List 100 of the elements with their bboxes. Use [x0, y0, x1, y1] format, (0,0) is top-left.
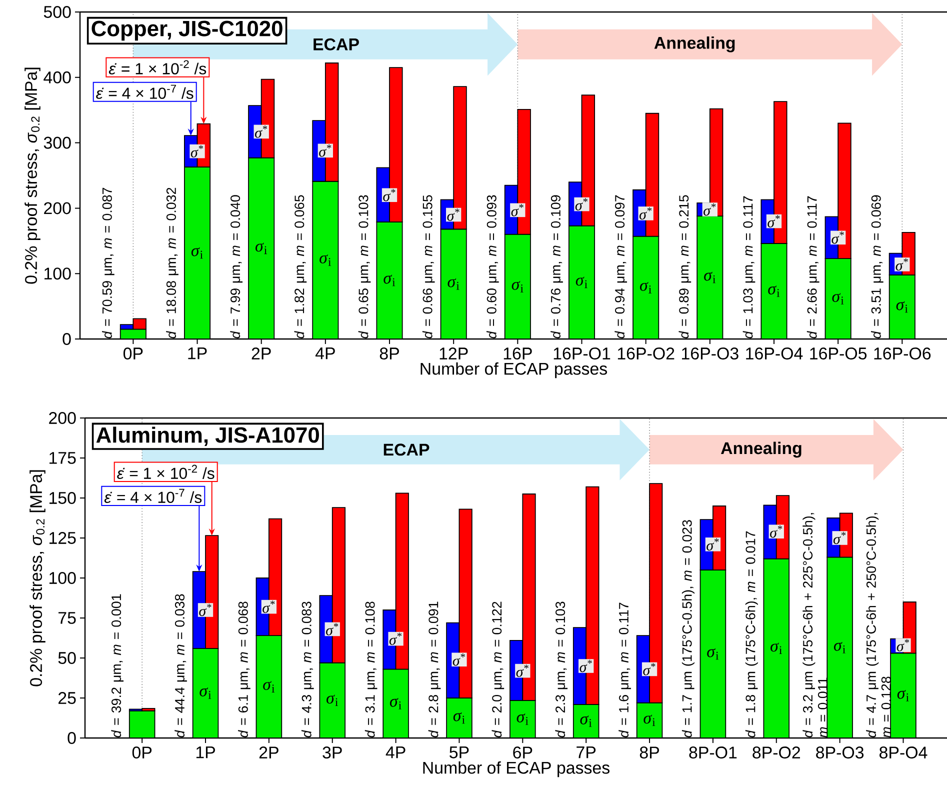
x-tick-label: 0P [123, 348, 143, 360]
annotation: ECAP [384, 444, 430, 456]
x-tick-label: 2P [259, 746, 278, 758]
y-tick-label: 200 [49, 412, 76, 424]
annotation: σ$^{*}$ [389, 632, 402, 645]
text: σ$_{i}$ [263, 681, 275, 692]
y-tick-label: 125 [50, 532, 76, 544]
annotation: σ$^{*}$ [516, 664, 528, 677]
annotation: d = 44.4 μm, m = 0.038 [174, 594, 187, 738]
x-tick-label: 16P-O1 [554, 348, 610, 360]
x-tick-label: 16P-O4 [746, 348, 803, 360]
x-tick-label: 16P [504, 348, 532, 360]
annotation: σ$^{*}$ [447, 208, 460, 221]
text: σ$_{i}$ [384, 274, 396, 286]
annotation: σ$^{*}$ [643, 663, 656, 676]
x-tick-label: 8P-O2 [752, 746, 800, 759]
y-tick-label: 300 [44, 136, 71, 149]
text: σ$_{i}$ [704, 272, 716, 284]
x-tick-label: 0P [132, 746, 152, 759]
annotation: σ$^{*}$ [190, 145, 204, 158]
text: σ$_{i}$ [770, 642, 782, 654]
annotation: d = 70.59 μm, m = 0.087 [102, 188, 114, 338]
annotation: d = 2.3 μm, m = 0.103 [555, 602, 568, 738]
x-tick-label: 6P [513, 746, 532, 759]
x-tick-label: 3P [322, 746, 342, 759]
y-axis-title: 0.2% proof stress, σ$_{0.2}$ [MPa] [24, 68, 40, 284]
x-axis-title: Number of ECAP passes [420, 362, 607, 378]
annotation: σ$^{*}$ [199, 604, 212, 616]
annotation: σ$^{*}$ [639, 207, 652, 220]
annotation: σ$^{*}$ [832, 232, 844, 244]
y-tick-label: 25 [58, 692, 76, 704]
y-tick-label: 0 [68, 732, 76, 744]
text: σ$_{i}$ [200, 688, 212, 699]
x-tick-label: 2P [252, 348, 271, 360]
x-tick-label: 8P [640, 746, 659, 759]
annotation: d = 4.3 μm, m = 0.083 [301, 602, 314, 738]
chart-title: Copper, JIS-C1020 [92, 20, 282, 41]
annotation: d = 1.7 μm (175°C-0.5h), m = 0.023 [682, 520, 694, 738]
annotation: σ$^{*}$ [706, 538, 719, 550]
x-tick-label: 8P-O1 [689, 746, 737, 759]
text: σ$_{i}$ [768, 286, 780, 297]
text: ε̇ = 4 × 10$^{-7}$ /s [104, 488, 202, 503]
annotation: d = 2.8 μm, m = 0.091 [428, 602, 441, 738]
x-tick-label: 8P-O4 [880, 746, 928, 759]
text: σ$_{i}$ [832, 293, 844, 304]
annotation: σ$^{*}$ [262, 600, 275, 613]
annotation: ECAP [314, 38, 359, 50]
y-tick-label: 200 [44, 202, 71, 214]
x-tick-label: 8P [380, 348, 399, 360]
annotation: d = 1.8 μm (175°C-6h), m = 0.017 [745, 531, 758, 738]
text: σ$_{i}$ [453, 712, 465, 724]
text: σ$_{i}$ [576, 276, 588, 288]
chart-title: Aluminum, JIS-A1070 [96, 426, 319, 446]
x-tick-label: 5P [450, 746, 469, 758]
annotation: σ$^{*}$ [452, 654, 466, 666]
annotation: d = 39.2 μm, m = 0.001 [111, 594, 124, 738]
text: σ$_{i}$ [834, 642, 846, 654]
annotation: σ$^{*}$ [326, 623, 338, 636]
series-label: σ$_{i}$ [191, 247, 203, 259]
annotation: d = 2.0 μm, m = 0.122 [492, 602, 504, 738]
text: ε̇ = 4 × 10$^{-7}$ /s [96, 84, 194, 99]
annotation: σ$^{*}$ [896, 258, 908, 271]
annotation: Annealing [720, 442, 802, 458]
text: σ$_{i}$ [326, 694, 338, 706]
annotation: d = 1.82 μm, m = 0.065 [294, 195, 307, 338]
y-tick-label: 400 [44, 71, 71, 84]
text: σ$_{i}$ [448, 278, 460, 290]
text: σ$_{i}$ [896, 301, 908, 313]
y-tick-label: 75 [58, 612, 76, 624]
y-tick-label: 150 [50, 492, 76, 504]
text: σ$_{i}$ [580, 716, 592, 727]
y-tick-label: 0 [62, 332, 71, 345]
x-tick-label: 16P-O3 [682, 348, 738, 360]
x-tick-label: 8P-O3 [816, 746, 864, 759]
y-axis-title: 0.2% proof stress, σ$_{0.2}$ [MPa] [30, 470, 46, 686]
annotation: d = 18.08 μm, m = 0.032 [166, 188, 178, 338]
annotation: σ$^{*}$ [833, 532, 846, 544]
x-tick-label: 16P-O5 [810, 348, 867, 360]
x-tick-label: 7P [576, 746, 596, 758]
text: σ$_{i}$ [516, 714, 528, 725]
annotation: d = 0.94 μm, m = 0.097 [614, 195, 627, 338]
annotation: σ$^{*}$ [575, 198, 588, 210]
annotation: σ$^{*}$ [768, 215, 780, 228]
text: σ$_{i}$ [390, 698, 402, 710]
annotation: σ$^{*}$ [896, 639, 910, 652]
annotation: d = 1.03 μm, m = 0.117 [742, 196, 756, 338]
text: σ$_{i}$ [256, 242, 267, 254]
x-tick-label: 12P [440, 348, 468, 360]
annotation: d = 0.76 μm, m = 0.109 [550, 195, 563, 338]
annotation: σ$^{*}$ [770, 526, 782, 538]
y-tick-label: 50 [58, 652, 76, 664]
text: σ$_{i}$ [640, 282, 652, 294]
annotation: Annealing [654, 36, 735, 52]
text: ε̇ = 1 × 10$^{-2}$ /s [108, 60, 206, 74]
text: σ$_{i}$ [897, 690, 909, 702]
x-tick-label: 1P [188, 348, 207, 360]
annotation: d = 0.60 μm, m = 0.093 [486, 195, 499, 338]
text: σ$_{i}$ [707, 648, 719, 660]
annotation: d = 7.99 μm, m = 0.040 [230, 195, 243, 338]
x-tick-label: 4P [315, 348, 335, 360]
